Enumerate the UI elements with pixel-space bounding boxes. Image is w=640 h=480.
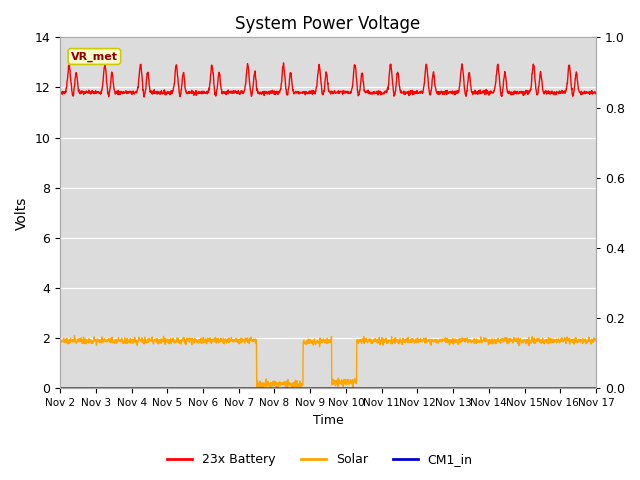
Text: VR_met: VR_met	[71, 51, 118, 61]
X-axis label: Time: Time	[313, 414, 344, 427]
Y-axis label: Volts: Volts	[15, 196, 29, 229]
Title: System Power Voltage: System Power Voltage	[236, 15, 420, 33]
Legend: 23x Battery, Solar, CM1_in: 23x Battery, Solar, CM1_in	[163, 448, 477, 471]
